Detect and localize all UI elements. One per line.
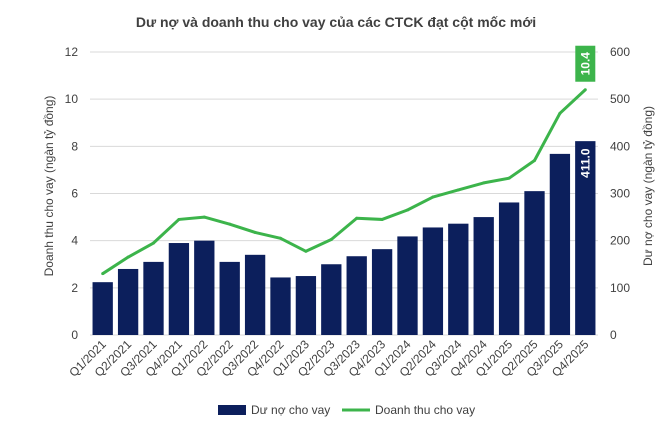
left-tick-label: 12 (65, 45, 79, 59)
bar (397, 236, 418, 335)
bar (117, 268, 139, 335)
line-point (558, 111, 562, 115)
bar (448, 223, 469, 335)
bar (270, 277, 291, 335)
bar-series: 411.0 (92, 141, 596, 335)
right-tick-label: 600 (610, 45, 630, 59)
x-axis-ticks: Q1/2021Q2/2021Q3/2021Q4/2021Q1/2022Q2/20… (66, 337, 591, 380)
line-point (126, 255, 130, 259)
line-point (380, 217, 384, 221)
bar (295, 276, 317, 335)
left-tick-label: 10 (65, 92, 79, 106)
line-point (202, 215, 206, 219)
legend: Dư nợ cho vay Doanh thu cho vay (218, 403, 475, 417)
legend-bar-swatch (218, 405, 246, 415)
line-point (228, 222, 232, 226)
line-point (583, 88, 587, 92)
bar (194, 240, 215, 335)
left-tick-label: 2 (71, 281, 78, 295)
line-series: 10.4 (101, 45, 596, 276)
bar-data-label: 411.0 (578, 148, 592, 178)
left-axis-title: Doanh thu cho vay (ngàn tỷ đồng) (42, 96, 56, 277)
right-tick-label: 300 (610, 187, 630, 201)
line-point (533, 158, 536, 162)
left-tick-label: 8 (71, 139, 78, 153)
bar (575, 141, 596, 335)
line-point (431, 195, 435, 199)
line-point (482, 181, 486, 185)
right-tick-label: 0 (610, 328, 617, 342)
line-point (507, 176, 511, 180)
bar (498, 202, 520, 335)
left-tick-label: 4 (71, 234, 78, 248)
line-data-label-box (575, 45, 596, 82)
chart-title: Dư nợ và doanh thu cho vay của các CTCK … (135, 14, 537, 30)
bar (168, 243, 190, 335)
right-tick-label: 200 (610, 234, 630, 248)
right-axis-title: Dư nợ cho vay (ngàn tỷ đồng) (641, 106, 655, 266)
line-point (152, 241, 155, 245)
line-point (304, 249, 308, 253)
line-point (177, 217, 181, 221)
bar (346, 256, 367, 335)
line-point (355, 216, 359, 220)
bar (92, 282, 113, 335)
line-point (329, 237, 333, 241)
bar (219, 261, 240, 335)
bar (549, 153, 571, 335)
line-point (101, 272, 105, 276)
bar (321, 264, 342, 335)
line-point (253, 230, 257, 234)
bar (524, 191, 545, 335)
right-axis-ticks: 0 100 200 300 400 500 600 (610, 45, 630, 342)
bar (244, 254, 266, 335)
gridlines (90, 51, 598, 336)
legend-bar-label: Dư nợ cho vay (251, 403, 330, 417)
left-tick-label: 0 (71, 328, 78, 342)
left-tick-label: 6 (71, 187, 78, 201)
line-point (279, 236, 282, 240)
bar (371, 249, 393, 335)
line-data-label: 10.4 (578, 52, 592, 76)
right-tick-label: 500 (610, 92, 630, 106)
legend-line-label: Doanh thu cho vay (375, 403, 475, 417)
line-point (406, 208, 409, 212)
bar (143, 261, 164, 335)
bar (473, 217, 494, 335)
revenue-line (101, 88, 587, 275)
line-point (456, 188, 460, 192)
bar (422, 227, 444, 335)
right-tick-label: 400 (610, 139, 630, 153)
left-axis-ticks: 0 2 4 6 8 10 12 (65, 45, 79, 342)
right-tick-label: 100 (610, 281, 630, 295)
